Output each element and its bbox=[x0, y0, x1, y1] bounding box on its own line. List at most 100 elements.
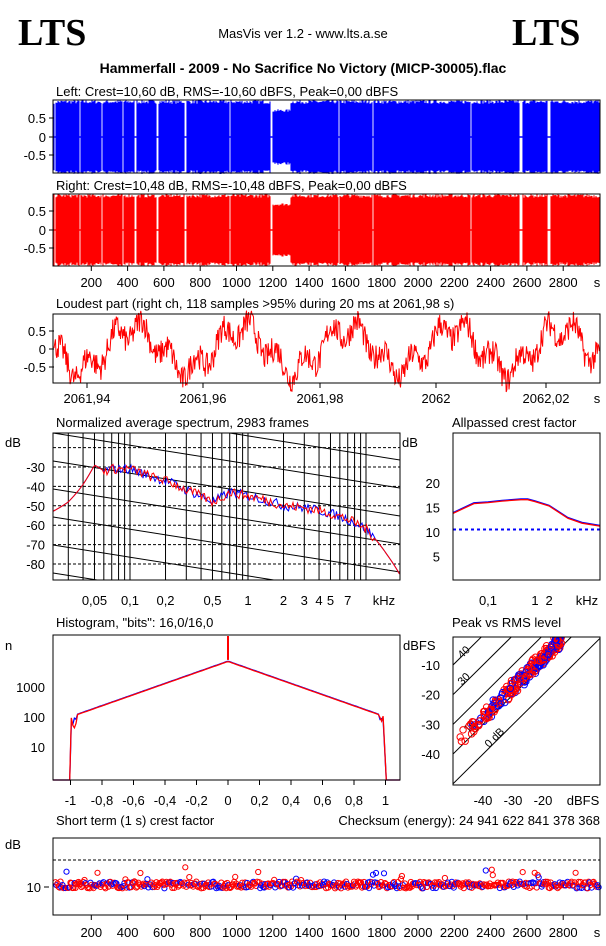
y-tick-label: 5 bbox=[433, 550, 440, 565]
x-tick-label: 2600 bbox=[512, 925, 541, 940]
short-crest-title: Short term (1 s) crest factor bbox=[56, 813, 215, 828]
x-tick-label: 2400 bbox=[476, 275, 505, 290]
x-tick-label: 0,5 bbox=[203, 593, 221, 608]
scatter-point bbox=[457, 737, 466, 746]
x-tick-label: 1600 bbox=[331, 275, 360, 290]
y-tick-label: -0.5 bbox=[24, 241, 46, 256]
crest-point bbox=[81, 876, 88, 884]
x-tick-label: 2000 bbox=[404, 275, 433, 290]
x-unit: s bbox=[594, 925, 601, 940]
spectrum-trace bbox=[53, 463, 400, 575]
y-tick-label: -0.5 bbox=[24, 360, 46, 375]
x-tick-label: 4 bbox=[315, 593, 322, 608]
loudest-trace bbox=[53, 310, 601, 393]
crest-point bbox=[377, 879, 385, 886]
x-tick-label: 2062 bbox=[422, 391, 451, 406]
crest-point bbox=[398, 872, 405, 880]
x-tick-label: -20 bbox=[534, 793, 553, 808]
crest-point bbox=[441, 874, 448, 882]
crest-point bbox=[393, 885, 400, 892]
spectrum-ylabel: dB bbox=[5, 435, 21, 450]
crest-point bbox=[183, 883, 190, 890]
y-tick-label: 0 bbox=[39, 223, 46, 238]
scatter-point bbox=[495, 696, 503, 704]
crest-diagonal bbox=[453, 637, 542, 726]
checksum: Checksum (energy): 24 941 622 841 378 36… bbox=[338, 813, 600, 828]
x-tick-label: 1000 bbox=[222, 275, 251, 290]
x-tick-label: 0,2 bbox=[156, 593, 174, 608]
scatter-point bbox=[496, 694, 505, 702]
histogram-trace bbox=[53, 660, 400, 781]
app-version: MasVis ver 1.2 - www.lts.a.se bbox=[218, 26, 388, 41]
crest-point bbox=[501, 884, 508, 891]
left-plot-frame bbox=[52, 99, 601, 174]
y-tick-label: -0.5 bbox=[24, 148, 46, 163]
waveform-trace bbox=[53, 194, 600, 266]
crest-point bbox=[227, 884, 234, 892]
histogram-title: Histogram, "bits": 16,0/16,0 bbox=[56, 615, 213, 630]
crest-point bbox=[402, 885, 409, 892]
histogram-trace bbox=[53, 661, 400, 781]
crest-diagonal bbox=[453, 637, 600, 785]
x-tick-label: 0,2 bbox=[250, 793, 268, 808]
crest-point bbox=[131, 878, 138, 885]
histogram-ylabel: n bbox=[5, 638, 12, 653]
crest-point bbox=[372, 869, 380, 877]
x-tick-label: 400 bbox=[117, 275, 139, 290]
y-tick-label: -40 bbox=[26, 479, 45, 494]
x-tick-label: -0,2 bbox=[185, 793, 207, 808]
scatter-point bbox=[556, 638, 564, 646]
x-tick-label: -0,4 bbox=[154, 793, 176, 808]
spectrum-title: Normalized average spectrum, 2983 frames bbox=[56, 415, 309, 430]
scatter-point bbox=[489, 704, 497, 712]
x-tick-label: 2800 bbox=[549, 275, 578, 290]
x-tick-label: 600 bbox=[153, 925, 175, 940]
scatter-point bbox=[524, 665, 532, 674]
crest-point bbox=[177, 878, 184, 886]
x-tick-label: 3 bbox=[301, 593, 308, 608]
x-tick-label: 800 bbox=[189, 925, 211, 940]
x-tick-label: 0,1 bbox=[121, 593, 139, 608]
crest-plot-frame bbox=[452, 432, 601, 581]
x-unit: s bbox=[594, 275, 601, 290]
crest-point bbox=[120, 883, 127, 890]
crest-point bbox=[488, 866, 495, 873]
x-tick-label: -40 bbox=[474, 793, 493, 808]
waveform-trace bbox=[53, 100, 600, 174]
crest-point bbox=[256, 879, 263, 886]
x-tick-label: -0,6 bbox=[122, 793, 144, 808]
scatter-point bbox=[487, 706, 495, 714]
y-tick-label: -40 bbox=[421, 747, 440, 762]
x-tick-label: 2061,96 bbox=[180, 391, 227, 406]
file-title: Hammerfall - 2009 - No Sacrifice No Vict… bbox=[100, 60, 507, 76]
x-tick-label: 2000 bbox=[404, 925, 433, 940]
crest-ylabel: dB bbox=[402, 435, 418, 450]
pink-noise-line bbox=[53, 265, 400, 320]
x-tick-label: 1 bbox=[531, 593, 538, 608]
x-tick-label: 2 bbox=[280, 593, 287, 608]
x-tick-label: 400 bbox=[117, 925, 139, 940]
right-channel-title: Right: Crest=10,48 dB, RMS=-10,48 dBFS, … bbox=[56, 178, 407, 193]
y-tick-label: -80 bbox=[26, 557, 45, 572]
diagonal-label: 0 dB bbox=[483, 726, 507, 750]
crest-point bbox=[72, 884, 79, 892]
crest-point bbox=[369, 871, 377, 878]
y-tick-label: 10 bbox=[426, 525, 440, 540]
x-tick-label: 2062,02 bbox=[523, 391, 570, 406]
crest-point bbox=[255, 868, 262, 876]
x-tick-label: 1600 bbox=[331, 925, 360, 940]
crest-point bbox=[584, 885, 591, 892]
lts-logo-left: LTS bbox=[18, 12, 86, 54]
x-tick-label: 0,05 bbox=[82, 593, 107, 608]
scatter-point bbox=[482, 715, 491, 723]
y-tick-label: 100 bbox=[23, 710, 45, 725]
x-tick-label: 2800 bbox=[549, 925, 578, 940]
x-tick-label: 1 bbox=[382, 793, 389, 808]
scatter-point bbox=[528, 670, 537, 678]
x-tick-label: 5 bbox=[327, 593, 334, 608]
x-tick-label: 1800 bbox=[367, 925, 396, 940]
pink-noise-line bbox=[53, 433, 400, 489]
scatter-point bbox=[551, 637, 559, 644]
crest-point bbox=[572, 869, 579, 876]
